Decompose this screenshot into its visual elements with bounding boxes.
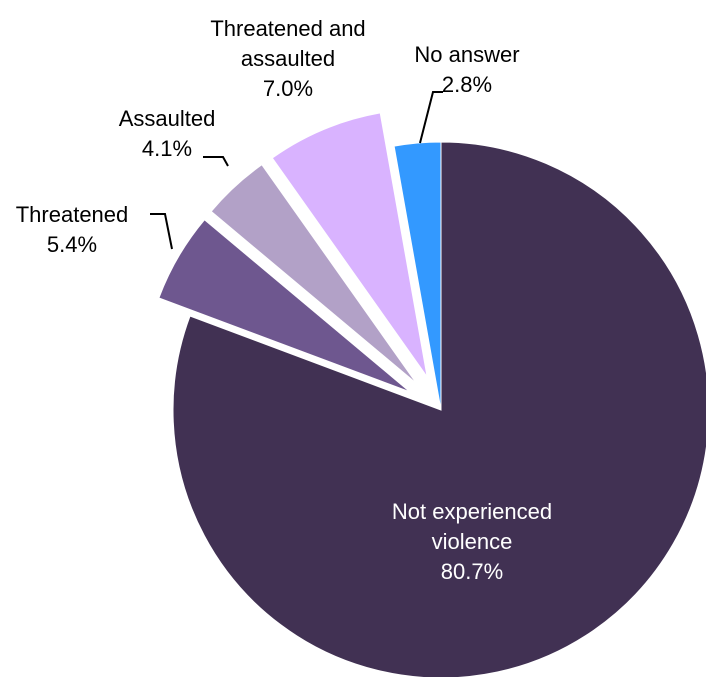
slice-label-no-answer: No answer 2.8% [414,42,519,97]
pie-slice-no-answer [393,141,442,411]
pie-slice-assaulted [210,164,418,384]
slice-name-label: assaulted [241,46,335,71]
labels-layer: Not experienced violence 80.7% Threatened 5.… [16,16,552,584]
slice-label-threatened: Threatened 5.4% [16,202,129,257]
pie-slice-not-experienced-violence [172,141,706,677]
pie-slice-threatened-and-assaulted [271,112,428,378]
slice-name-label: Threatened and [210,16,365,41]
leader-line-assaulted [203,156,229,167]
slices-layer [158,112,706,677]
pie-slice-threatened [158,219,411,393]
slice-value-label: 2.8% [442,72,492,97]
slice-name-label: Assaulted [119,106,216,131]
slice-value-label: 5.4% [47,232,97,257]
slice-name-label: violence [432,529,513,554]
slice-value-label: 7.0% [263,76,313,101]
slice-value-label: 4.1% [142,136,192,161]
leader-line-no-answer [419,91,443,144]
slice-name-label: Not experienced [392,499,552,524]
slice-label-threatened-and-assaulted: Threatened and assaulted 7.0% [210,16,365,101]
leader-lines-layer [150,91,443,250]
slice-label-assaulted: Assaulted 4.1% [119,106,216,161]
leader-line-threatened [150,213,173,250]
slice-value-label: 80.7% [441,559,503,584]
slice-label-not-experienced-violence: Not experienced violence 80.7% [392,499,552,584]
slice-name-label: No answer [414,42,519,67]
slice-name-label: Threatened [16,202,129,227]
